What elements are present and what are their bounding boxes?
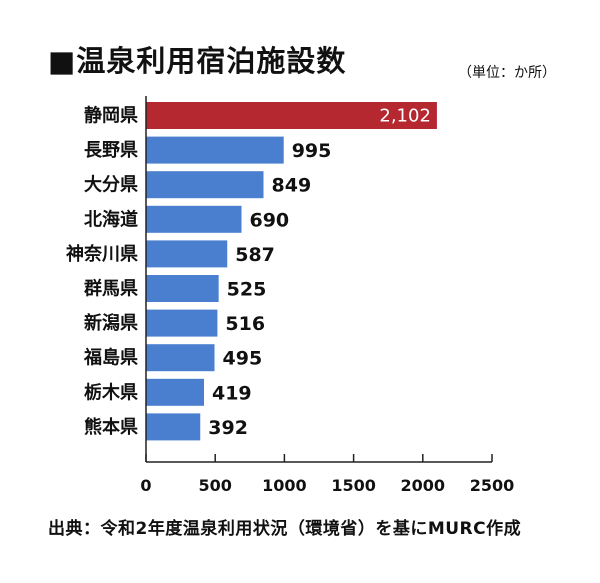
bar <box>146 136 284 164</box>
bar <box>146 344 215 372</box>
bar <box>146 171 264 199</box>
data-label: 2,102 <box>379 106 431 127</box>
data-label: 516 <box>225 313 265 335</box>
bar <box>146 413 201 441</box>
x-tick-label: 1000 <box>262 476 307 495</box>
bar <box>146 309 218 337</box>
data-label: 690 <box>249 209 289 231</box>
data-label: 419 <box>212 382 252 404</box>
x-tick-label: 2500 <box>470 476 515 495</box>
bar <box>146 102 437 129</box>
category-label: 群馬県 <box>84 278 138 300</box>
category-label: 福島県 <box>83 347 138 369</box>
x-tick-label: 2000 <box>401 476 446 495</box>
category-label: 静岡県 <box>84 105 138 127</box>
data-label: 849 <box>272 175 312 197</box>
source-note: 出典：令和2年度温泉利用状況（環境省）を基にMURC作成 <box>48 519 522 539</box>
category-label: 北海道 <box>84 208 138 230</box>
data-label: 525 <box>227 279 267 301</box>
bar <box>146 275 219 302</box>
bar <box>146 205 242 233</box>
bar <box>146 378 204 406</box>
data-label: 495 <box>223 348 263 370</box>
chart-title: ■温泉利用宿泊施設数 <box>48 44 347 78</box>
data-label: 392 <box>208 417 248 439</box>
category-label: 長野県 <box>84 140 138 161</box>
data-label: 587 <box>235 244 275 266</box>
category-label: 神奈川県 <box>66 243 138 265</box>
data-label: 995 <box>292 140 332 162</box>
x-tick-label: 500 <box>198 476 231 495</box>
bar <box>146 240 228 268</box>
category-label: 大分県 <box>84 174 138 196</box>
category-label: 熊本県 <box>84 416 138 438</box>
x-tick-label: 0 <box>140 476 151 495</box>
category-label: 新潟県 <box>84 312 138 334</box>
category-label: 栃木県 <box>84 381 138 403</box>
unit-label: （単位：か所） <box>458 65 556 81</box>
x-tick-label: 1500 <box>331 476 376 495</box>
